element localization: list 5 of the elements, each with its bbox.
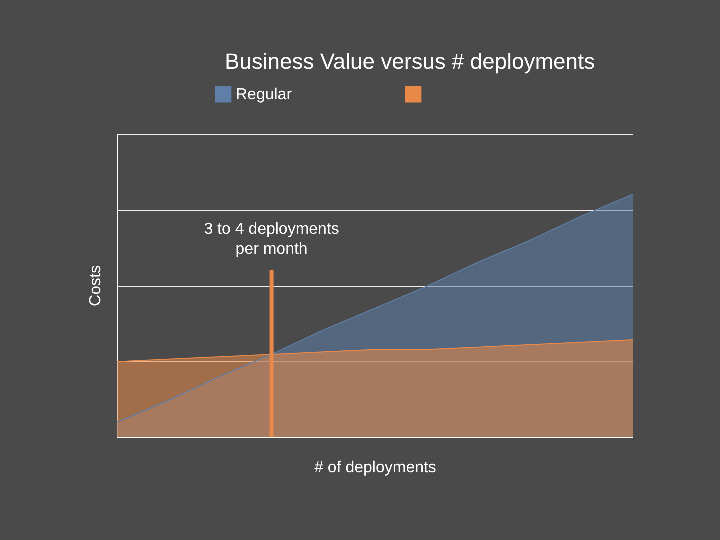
chart-title: Business Value versus # deployments xyxy=(225,49,596,74)
x-axis-title: # of deployments xyxy=(314,460,436,476)
annotation: 3 to 4 deployments per month xyxy=(204,221,340,258)
y-axis-title: Costs xyxy=(88,266,104,306)
legend-label: Regular xyxy=(236,86,293,104)
